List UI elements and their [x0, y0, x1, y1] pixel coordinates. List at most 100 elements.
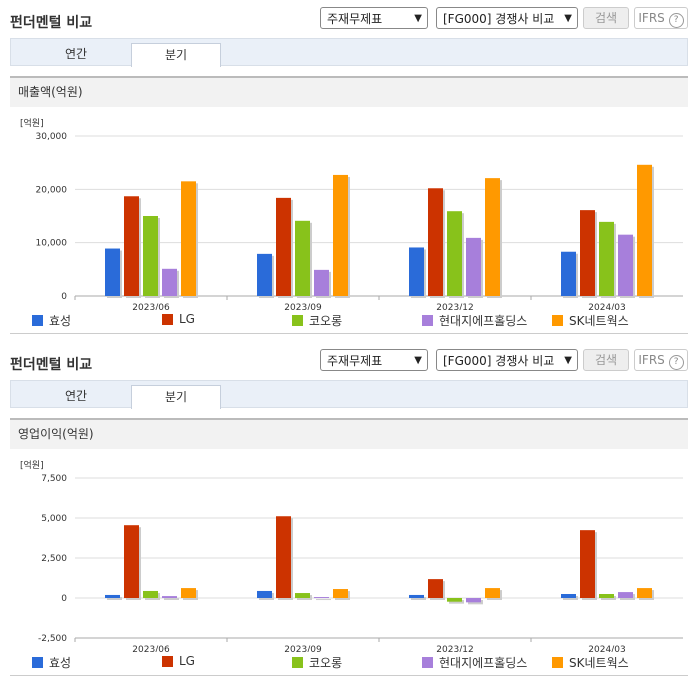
- x-tick-label: 2023/06: [132, 645, 170, 652]
- bar-효성: [257, 590, 272, 598]
- ifrs-label: IFRS: [638, 353, 665, 367]
- bar-LG: [580, 530, 595, 598]
- legend-item[interactable]: SK네트웍스: [552, 312, 629, 329]
- statement-select[interactable]: 주재무제표 ▼: [320, 7, 428, 29]
- period-tabs: 연간 분기: [10, 38, 688, 67]
- fundamental-section-revenue: 펀더멘털 비교 주재무제표 ▼ [FG000] 경쟁사 비교 ▼ 검색 IFRS ?…: [10, 7, 688, 334]
- bar-코오롱: [447, 211, 462, 296]
- x-tick-label: 2023/12: [436, 645, 473, 652]
- tab-quarterly[interactable]: 분기: [131, 385, 221, 409]
- legend-swatch: [422, 657, 433, 668]
- legend-label: 코오롱: [309, 314, 343, 328]
- legend-swatch: [552, 315, 563, 326]
- tab-quarterly[interactable]: 분기: [131, 43, 221, 67]
- y-axis-unit: [억원]: [20, 117, 44, 129]
- bar-효성: [409, 594, 424, 598]
- legend-item[interactable]: 코오롱: [292, 312, 342, 329]
- bar-shadow: [449, 600, 464, 604]
- legend-label: LG: [179, 654, 195, 668]
- bar-SK네트웍스: [637, 588, 652, 598]
- x-tick-label: 2024/03: [588, 645, 625, 652]
- legend-label: 효성: [49, 656, 72, 670]
- y-tick-label: 2,500: [41, 554, 67, 564]
- period-tabs: 연간 분기: [10, 380, 688, 409]
- chart-title: 영업이익(억원): [10, 418, 688, 449]
- x-tick-label: 2024/03: [588, 303, 625, 310]
- bar-효성: [105, 248, 120, 296]
- bar-현대지에프홀딩스: [314, 597, 329, 599]
- bar-LG: [276, 197, 291, 296]
- bar-현대지에프홀딩스: [314, 269, 329, 296]
- comparison-select[interactable]: [FG000] 경쟁사 비교 ▼: [436, 7, 578, 29]
- bar-현대지에프홀딩스: [466, 598, 481, 603]
- bar-SK네트웍스: [333, 174, 348, 296]
- divider: [10, 675, 688, 676]
- legend-swatch: [292, 315, 303, 326]
- tab-annual[interactable]: 연간: [64, 47, 88, 61]
- y-tick-label: 30,000: [36, 132, 68, 142]
- legend-item[interactable]: 효성: [32, 654, 71, 671]
- legend-label: 효성: [49, 314, 72, 328]
- bar-현대지에프홀딩스: [162, 268, 177, 296]
- legend-label: 코오롱: [309, 656, 343, 670]
- bar-shadow: [411, 596, 426, 600]
- y-tick-label: 10,000: [36, 239, 68, 249]
- section-title: 펀더멘털 비교: [10, 357, 93, 373]
- y-tick-label: 5,000: [41, 514, 67, 524]
- bar-효성: [561, 594, 576, 598]
- legend-item[interactable]: LG: [162, 312, 195, 326]
- x-tick-label: 2023/09: [284, 303, 322, 310]
- ifrs-button[interactable]: IFRS ?: [634, 349, 688, 371]
- legend-item[interactable]: 효성: [32, 312, 71, 329]
- bar-효성: [105, 594, 120, 598]
- bar-SK네트웍스: [333, 589, 348, 598]
- tab-annual[interactable]: 연간: [64, 389, 88, 403]
- bar-효성: [561, 251, 576, 296]
- bar-코오롱: [143, 590, 158, 598]
- statement-select-value: 주재무제표: [327, 354, 383, 368]
- chevron-down-icon: ▼: [564, 355, 572, 366]
- legend-swatch: [162, 655, 173, 667]
- legend-item[interactable]: 현대지에프홀딩스: [422, 654, 527, 671]
- bar-SK네트웍스: [485, 178, 500, 296]
- y-tick-label: -2,500: [38, 634, 67, 644]
- chevron-down-icon: ▼: [564, 13, 572, 24]
- legend-label: LG: [179, 312, 195, 326]
- statement-select-value: 주재무제표: [327, 12, 383, 26]
- section-title: 펀더멘털 비교: [10, 15, 93, 31]
- bar-코오롱: [599, 594, 614, 598]
- search-button[interactable]: 검색: [583, 349, 629, 371]
- legend-label: 현대지에프홀딩스: [439, 656, 528, 670]
- y-axis-unit: [억원]: [20, 459, 44, 471]
- legend-item[interactable]: 현대지에프홀딩스: [422, 312, 527, 329]
- legend-swatch: [32, 657, 43, 668]
- legend-item[interactable]: LG: [162, 654, 195, 668]
- y-tick-label: 0: [61, 594, 67, 604]
- bar-SK네트웍스: [181, 588, 196, 598]
- search-button[interactable]: 검색: [583, 7, 629, 29]
- bar-코오롱: [447, 598, 462, 602]
- ifrs-label: IFRS: [638, 11, 665, 25]
- legend-label: SK네트웍스: [569, 656, 629, 670]
- ifrs-button[interactable]: IFRS ?: [634, 7, 688, 29]
- bar-코오롱: [143, 216, 158, 296]
- chevron-down-icon: ▼: [414, 13, 422, 24]
- bar-현대지에프홀딩스: [618, 234, 633, 296]
- comparison-select[interactable]: [FG000] 경쟁사 비교 ▼: [436, 349, 578, 371]
- statement-select[interactable]: 주재무제표 ▼: [320, 349, 428, 371]
- bar-LG: [428, 579, 443, 598]
- help-icon: ?: [668, 355, 684, 370]
- x-tick-label: 2023/09: [284, 645, 322, 652]
- legend-swatch: [162, 313, 173, 325]
- legend-swatch: [32, 315, 43, 326]
- chevron-down-icon: ▼: [414, 355, 422, 366]
- bar-shadow: [164, 598, 179, 600]
- legend-item[interactable]: 코오롱: [292, 654, 342, 671]
- bar-현대지에프홀딩스: [466, 237, 481, 296]
- bar-LG: [276, 516, 291, 598]
- x-tick-label: 2023/06: [132, 303, 170, 310]
- bar-LG: [580, 210, 595, 296]
- bar-LG: [124, 196, 139, 296]
- bar-chart: [억원] 30,000 20,000 10,000 0 2023/06 2023/09 202…: [20, 117, 683, 310]
- legend-item[interactable]: SK네트웍스: [552, 654, 629, 671]
